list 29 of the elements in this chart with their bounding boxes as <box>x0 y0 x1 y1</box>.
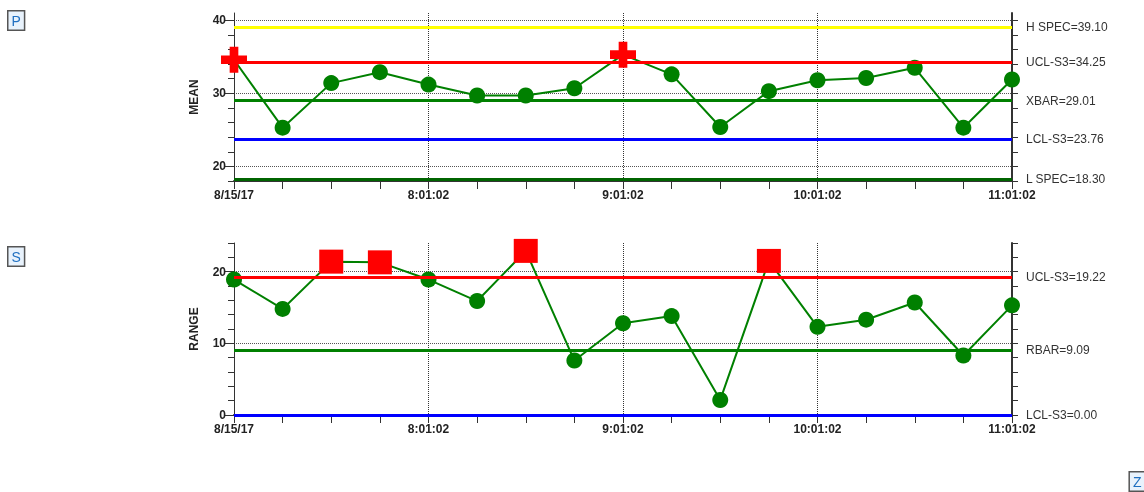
y-tick-label: 40 <box>212 13 227 28</box>
ref-line-label: UCL-S3=34.25 <box>1026 55 1107 70</box>
y-tick-label: 30 <box>212 86 227 101</box>
ref-line-label: LCL-S3=23.76 <box>1026 131 1105 146</box>
text: S <box>11 248 21 265</box>
x-tick-label: 10:01:02 <box>793 188 842 202</box>
x-tick-label: 8:01:02 <box>407 188 450 202</box>
y-tick-label: 20 <box>212 264 227 279</box>
x-tick-label: 8:01:02 <box>407 422 450 436</box>
ref-line-label: LCL-S3=0.00 <box>1026 408 1098 422</box>
x-tick-label: 10:01:02 <box>793 422 842 436</box>
ref-line-label: UCL-S3=19.22 <box>1026 270 1107 285</box>
x-tick-label: 9:01:02 <box>602 188 644 202</box>
y-tick-label: 10 <box>212 336 227 351</box>
x-tick-label: 11:01:02 <box>988 422 1037 436</box>
x-tick-label: 8/15/17 <box>213 188 255 202</box>
x-tick-label: 9:01:02 <box>602 422 644 436</box>
y-tick-label: 20 <box>212 159 227 174</box>
ref-line-label: L SPEC=18.30 <box>1026 171 1106 186</box>
ref-line-label: XBAR=29.01 <box>1026 93 1097 108</box>
ref-line-label: H SPEC=39.10 <box>1026 19 1109 34</box>
text: P <box>11 12 21 29</box>
y-axis-title: RANGE <box>187 307 201 351</box>
y-tick-label: 0 <box>219 408 227 422</box>
x-tick-label: 8/15/17 <box>213 422 255 436</box>
ref-line-label: RBAR=9.09 <box>1026 342 1091 357</box>
y-axis-title: MEAN <box>187 79 201 115</box>
text: Z <box>1132 473 1142 490</box>
x-tick-label: 11:01:02 <box>988 188 1037 202</box>
